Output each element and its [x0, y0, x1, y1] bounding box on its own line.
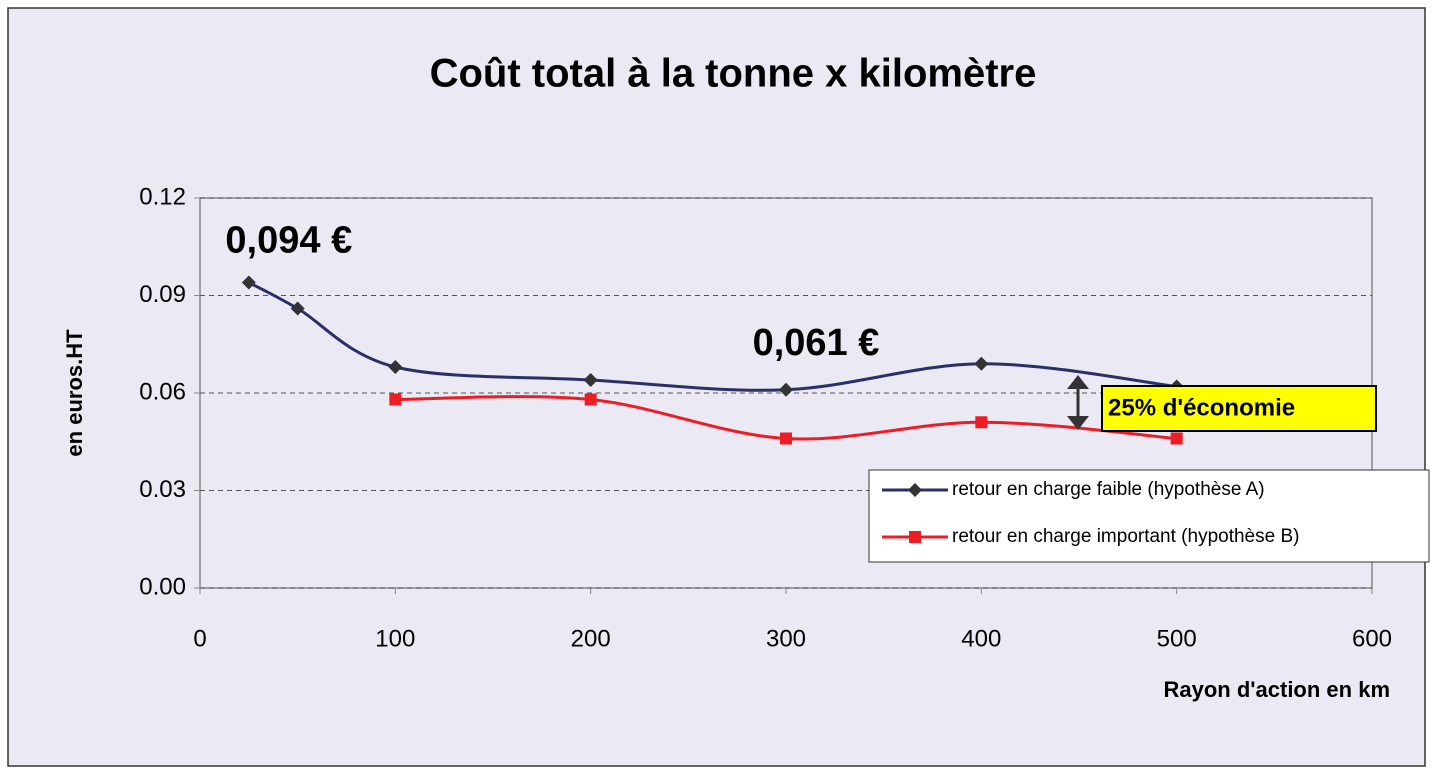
annotation: 0,094 €	[225, 220, 352, 262]
marker	[909, 531, 921, 543]
legend: retour en charge faible (hypothèse A) ret…	[868, 469, 1430, 563]
y-axis-label: en euros.HT	[62, 329, 87, 457]
series-line	[248, 281, 1177, 392]
marker	[583, 373, 598, 387]
marker	[388, 360, 403, 374]
legend-label: retour en charge important (hypothèse B)	[952, 526, 1299, 547]
x-tick-label: 100	[375, 625, 415, 652]
x-tick-label: 400	[961, 625, 1001, 652]
legend-label: retour en charge faible (hypothèse A)	[952, 479, 1265, 500]
x-tick-label: 300	[766, 625, 806, 652]
chart-title: Coût total à la tonne x kilomètre	[430, 52, 1037, 96]
y-tick-label: 0.12	[139, 183, 186, 210]
marker	[779, 382, 793, 397]
marker	[974, 356, 989, 371]
x-tick-label: 0	[193, 625, 206, 652]
marker	[975, 416, 988, 429]
y-tick-label: 0.00	[139, 573, 186, 600]
marker	[584, 393, 597, 406]
marker	[908, 483, 922, 497]
x-tick-label: 600	[1352, 625, 1392, 652]
x-axis-label: Rayon d'action en km	[1164, 677, 1391, 702]
x-tick-label: 200	[571, 625, 611, 652]
marker	[241, 275, 256, 290]
marker	[780, 432, 792, 445]
annotation-box	[1101, 385, 1377, 432]
marker	[290, 301, 305, 316]
y-tick-label: 0.09	[139, 281, 186, 308]
x-tick-label: 500	[1157, 625, 1197, 652]
y-tick-label: 0.06	[139, 378, 186, 405]
y-tick-label: 0.03	[139, 476, 186, 503]
annotation: 25% d'économie	[1108, 394, 1295, 421]
annotation: 0,061 €	[753, 322, 880, 364]
arrow-head	[1067, 375, 1089, 389]
marker	[389, 393, 402, 406]
marker	[1170, 432, 1183, 445]
arrow-head	[1067, 416, 1089, 430]
legend-box	[868, 469, 1430, 563]
